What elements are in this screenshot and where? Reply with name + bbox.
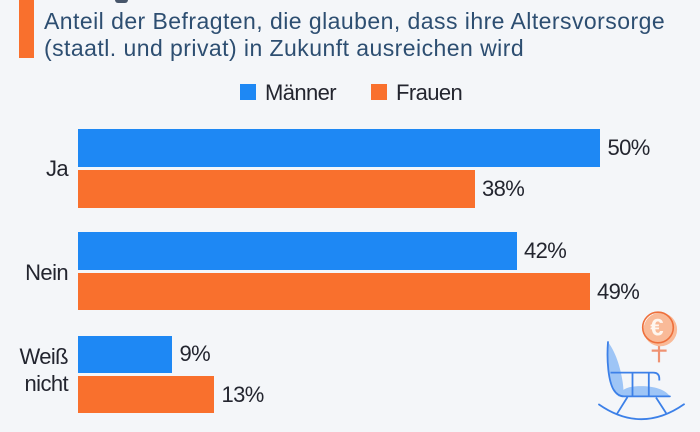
svg-text:€: €	[650, 315, 663, 342]
